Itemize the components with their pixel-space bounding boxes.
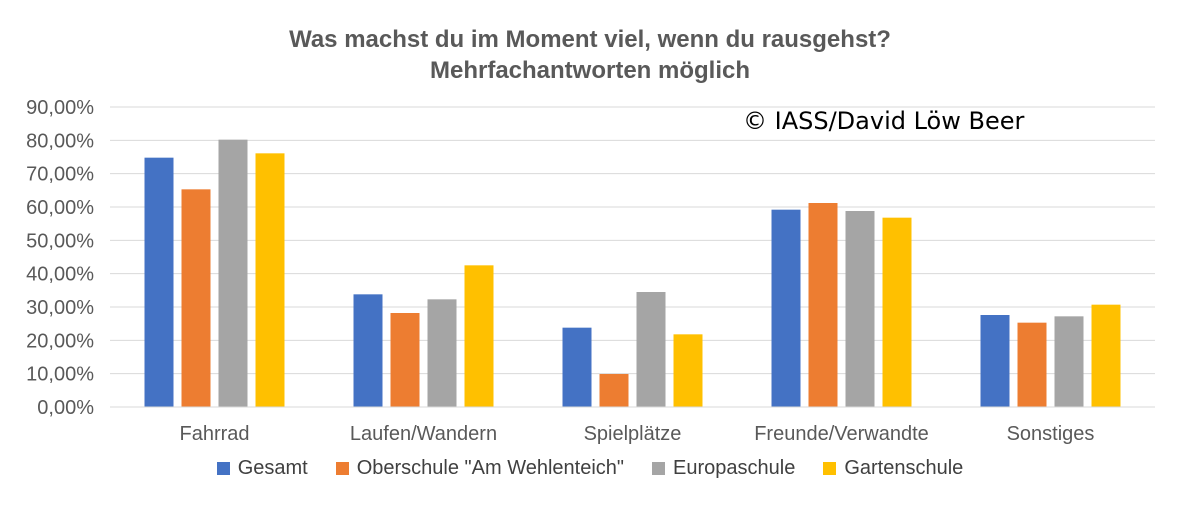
legend-item-europaschule: Europaschule — [652, 457, 795, 480]
y-tick-label: 90,00% — [26, 97, 94, 119]
bar — [353, 294, 383, 407]
legend-label-europaschule: Europaschule — [673, 457, 796, 479]
y-tick-label: 40,00% — [26, 264, 94, 286]
legend: Gesamt Oberschule "Am Wehlenteich" Europ… — [0, 457, 1180, 480]
legend-item-gartenschule: Gartenschule — [823, 457, 963, 480]
bar — [845, 211, 875, 407]
y-tick-label: 30,00% — [26, 297, 94, 319]
legend-item-gesamt: Gesamt — [216, 457, 308, 480]
chart-subtitle: Mehrfachantworten möglich — [429, 57, 751, 84]
y-tick-label: 10,00% — [26, 364, 94, 386]
bar — [390, 313, 420, 407]
bar — [673, 334, 703, 407]
bar — [562, 327, 592, 407]
bar — [980, 315, 1010, 407]
bar — [1017, 322, 1047, 407]
legend-swatch-oberschule — [335, 462, 349, 475]
bar — [218, 139, 248, 407]
legend-swatch-gartenschule — [823, 462, 837, 475]
x-tick-label: Freunde/Verwandte — [754, 423, 929, 445]
legend-swatch-europaschule — [652, 462, 666, 475]
bar — [144, 157, 174, 407]
bar — [1054, 316, 1084, 407]
legend-label-gesamt: Gesamt — [237, 457, 308, 479]
bar — [636, 292, 666, 407]
x-tick-label: Fahrrad — [179, 423, 249, 445]
y-tick-label: 20,00% — [26, 330, 94, 352]
bar — [599, 374, 629, 407]
bar — [464, 265, 494, 407]
bar — [427, 299, 457, 407]
legend-swatch-gesamt — [216, 462, 230, 475]
bar — [1091, 304, 1121, 407]
bar — [255, 153, 285, 407]
bar — [181, 189, 211, 407]
bar — [771, 209, 801, 407]
x-tick-label: Laufen/Wandern — [350, 423, 497, 445]
y-tick-label: 80,00% — [26, 130, 94, 152]
bar — [808, 203, 838, 407]
y-tick-label: 60,00% — [26, 197, 94, 219]
x-tick-label: Spielplätze — [584, 423, 682, 445]
copyright-annotation: © IASS/David Löw Beer — [743, 107, 1025, 135]
legend-label-oberschule: Oberschule "Am Wehlenteich" — [356, 457, 625, 479]
y-tick-label: 0,00% — [37, 397, 94, 419]
legend-label-gartenschule: Gartenschule — [844, 457, 964, 479]
y-tick-label: 50,00% — [26, 230, 94, 252]
x-tick-label: Sonstiges — [1007, 423, 1095, 445]
bar — [882, 217, 912, 407]
y-tick-label: 70,00% — [26, 164, 94, 186]
legend-item-oberschule: Oberschule "Am Wehlenteich" — [335, 457, 625, 480]
chart-title: Was machst du im Moment viel, wenn du ra… — [289, 26, 891, 53]
